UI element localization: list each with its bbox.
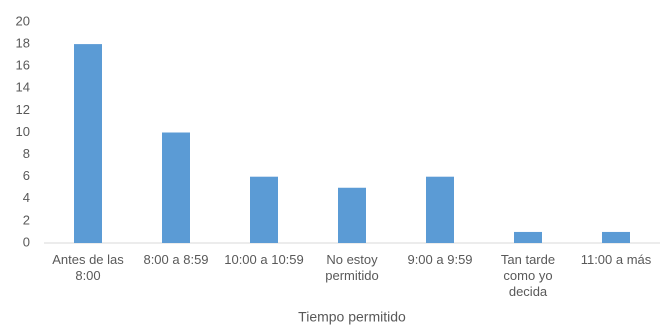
bar bbox=[426, 176, 454, 243]
y-tick-label: 0 bbox=[23, 234, 30, 249]
x-tick-label: 10:00 a 10:59 bbox=[224, 252, 304, 267]
x-axis-title: Tiempo permitido bbox=[298, 309, 406, 325]
bar bbox=[514, 231, 542, 243]
bar bbox=[602, 231, 630, 243]
bar bbox=[338, 187, 366, 243]
x-tick-label: No estoy permitido bbox=[325, 252, 379, 283]
bar bbox=[162, 132, 190, 243]
x-tick-label: 9:00 a 9:59 bbox=[407, 252, 473, 267]
y-tick-label: 4 bbox=[23, 190, 30, 205]
bar bbox=[74, 44, 102, 243]
y-tick-label: 20 bbox=[16, 13, 30, 28]
x-tick-label: 8:00 a 8:59 bbox=[143, 252, 209, 267]
x-tick-label: Antes de las 8:00 bbox=[52, 252, 124, 283]
y-tick-label: 12 bbox=[16, 102, 30, 117]
y-tick-label: 14 bbox=[16, 80, 30, 95]
y-tick-label: 10 bbox=[16, 124, 30, 139]
y-tick-label: 2 bbox=[23, 212, 30, 227]
y-tick-label: 16 bbox=[16, 58, 30, 73]
x-tick-label: 11:00 a más bbox=[580, 252, 652, 267]
bar bbox=[250, 176, 278, 243]
y-tick-label: 8 bbox=[23, 146, 30, 161]
y-tick-label: 6 bbox=[23, 168, 30, 183]
x-tick-label: Tan tarde como yo decida bbox=[500, 252, 556, 299]
y-tick-label: 18 bbox=[16, 36, 30, 51]
